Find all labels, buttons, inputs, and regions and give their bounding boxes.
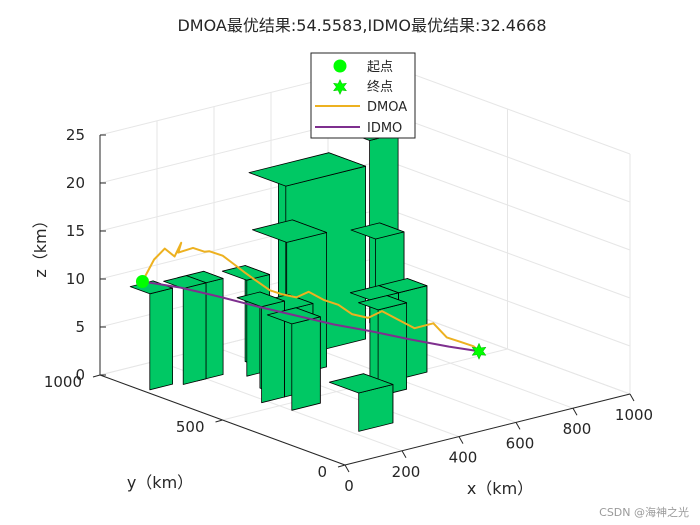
x-tick-label: 200 [392, 463, 421, 481]
obstacle-top [236, 291, 285, 308]
obstacle-top [350, 222, 405, 240]
legend-label-start: 起点 [367, 60, 393, 75]
end-point-marker [471, 342, 487, 360]
z-tick-label: 20 [66, 174, 85, 192]
z-tick-label: 5 [75, 318, 85, 336]
legend-label-end: 终点 [367, 79, 393, 95]
obstacle-top [328, 373, 394, 394]
legend: 起点 终点 DMOA IDMO [310, 52, 416, 139]
y-tick-label: 0 [317, 463, 327, 481]
z-tick-label: 10 [66, 270, 85, 288]
obstacle-block [358, 295, 408, 397]
start-point-marker [135, 274, 149, 288]
axes [92, 134, 635, 473]
obstacle-top [251, 219, 328, 243]
y-tick-label: 1000 [44, 373, 82, 391]
path-idmo [142, 280, 480, 353]
watermark: CSDN @海神之光 [599, 505, 689, 519]
obstacle-block [236, 291, 285, 404]
obstacle-front [291, 316, 321, 411]
legend-label-idmo: IDMO [367, 121, 402, 136]
x-axis-label: x（km） [467, 479, 533, 498]
x-tick-mark [629, 393, 635, 402]
x-tick-label: 400 [449, 449, 478, 467]
chart-title: DMOA最优结果:54.5583,IDMO最优结果:32.4668 [177, 16, 546, 35]
x-tick-label: 0 [344, 477, 354, 495]
obstacle-top [358, 295, 408, 311]
x-axis-line [344, 393, 631, 466]
y-tick-mark [215, 419, 223, 423]
x-tick-mark [515, 422, 521, 430]
x-tick-mark [401, 450, 407, 459]
obstacle-top [163, 275, 207, 289]
y-tick-mark [92, 374, 101, 378]
z-tick-label: 25 [66, 126, 85, 144]
x-tick-mark [344, 464, 350, 473]
obstacle-block [266, 307, 321, 411]
legend-label-dmoa: DMOA [367, 100, 407, 115]
obstacle-block [163, 275, 207, 385]
obstacle-top [248, 152, 367, 187]
y-axis-label: y（km） [127, 473, 193, 492]
y-tick-label: 500 [176, 418, 205, 436]
obstacle-block [328, 373, 394, 432]
x-tick-mark [458, 436, 464, 444]
x-tick-label: 600 [506, 434, 535, 452]
x-tick-mark [572, 407, 578, 416]
x-tick-label: 1000 [615, 406, 653, 424]
legend-box [310, 52, 416, 139]
legend-end-marker [332, 78, 348, 96]
obstacle-top [349, 285, 399, 301]
z-tick-label: 0 [75, 366, 85, 384]
legend-start-marker [333, 59, 347, 73]
path-dmoa [141, 241, 480, 353]
obstacle-front [182, 282, 207, 385]
plot-area [129, 124, 487, 432]
x-tick-label: 800 [563, 420, 592, 438]
z-axis-label: z（km） [31, 212, 50, 277]
obstacle-front [149, 287, 174, 391]
y-tick-mark [337, 464, 346, 468]
z-tick-label: 15 [66, 222, 85, 240]
